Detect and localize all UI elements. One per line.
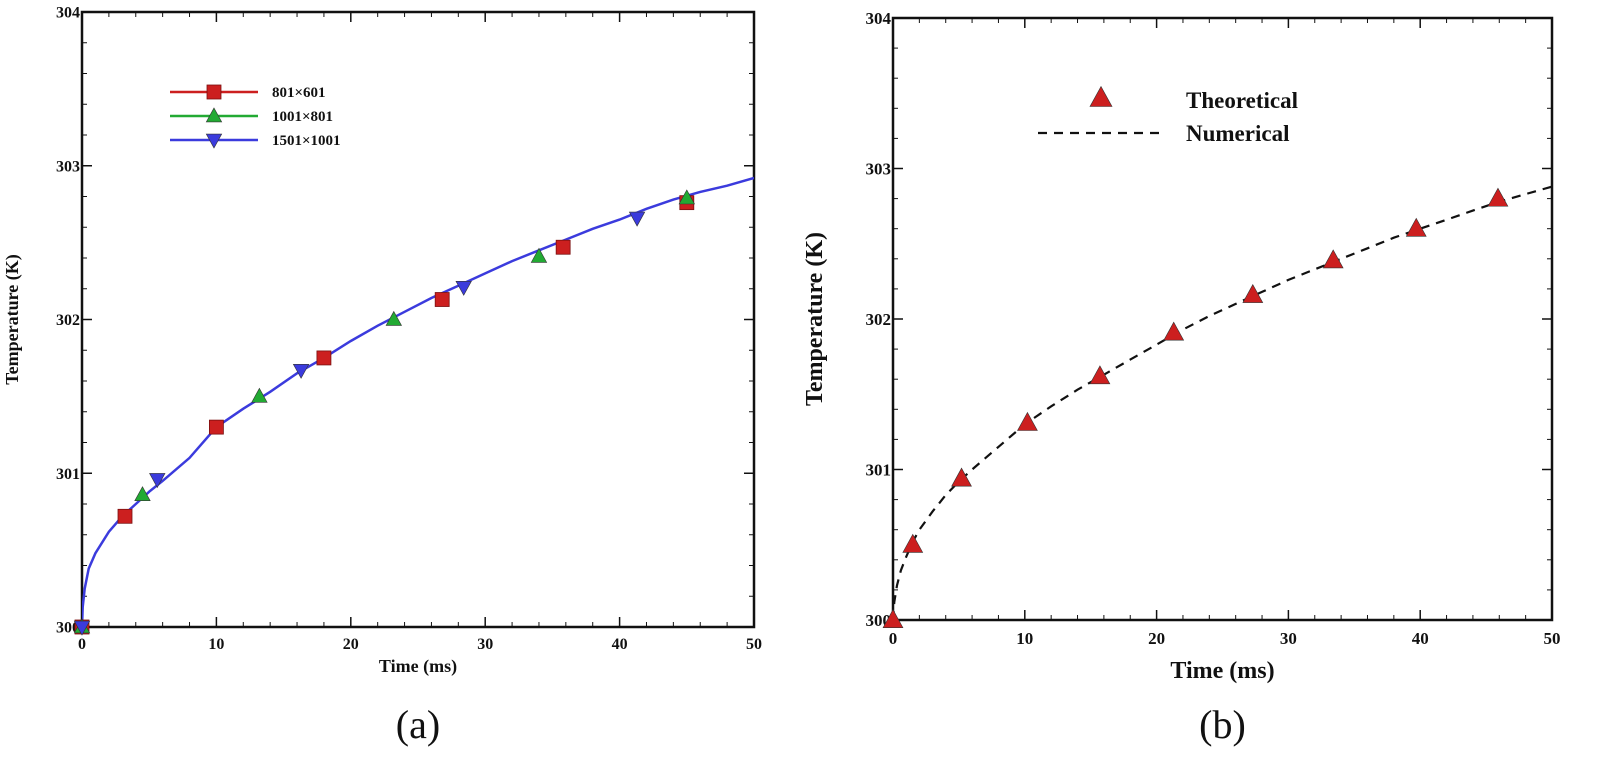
data-point xyxy=(1089,365,1111,385)
data-point xyxy=(117,508,133,524)
y-tick-label: 301 xyxy=(866,460,892,479)
y-tick-label: 301 xyxy=(56,466,80,483)
y-tick-label: 303 xyxy=(56,158,80,175)
x-tick-label: 20 xyxy=(343,636,359,653)
x-tick-label: 0 xyxy=(78,636,86,653)
legend-label: 1501×1001 xyxy=(272,133,341,149)
series-line-numerical xyxy=(893,185,1552,620)
data-point xyxy=(73,620,91,636)
x-tick-label: 20 xyxy=(1148,629,1165,648)
data-point xyxy=(951,467,972,487)
x-tick-label: 10 xyxy=(1016,629,1033,648)
legend-label: Numerical xyxy=(1186,121,1289,146)
legend-label: 801×601 xyxy=(272,85,326,101)
chart-a: 0 10 20 30 40 50 300 301 302 303 304 Time (ms) Tempe… xyxy=(2,5,762,747)
data-point xyxy=(251,387,268,403)
series-line xyxy=(82,176,754,627)
data-point xyxy=(882,609,904,628)
legend-label: Theoretical xyxy=(1186,88,1298,113)
data-point xyxy=(385,310,403,326)
legend-marker xyxy=(206,84,222,100)
y-axis-title: Temperature (K) xyxy=(2,254,23,384)
x-tick-label: 50 xyxy=(746,636,762,653)
data-point xyxy=(1163,321,1185,341)
data-point xyxy=(1242,283,1264,303)
y-tick-label: 303 xyxy=(866,159,892,178)
data-point xyxy=(1017,411,1038,431)
data-point xyxy=(149,473,166,489)
x-tick-label: 10 xyxy=(208,636,224,653)
legend-marker xyxy=(205,107,223,123)
y-tick-label: 304 xyxy=(866,9,892,28)
data-point xyxy=(455,280,472,296)
x-tick-label: 0 xyxy=(889,629,898,648)
x-axis-title: Time (ms) xyxy=(1170,658,1274,684)
data-point xyxy=(555,239,571,255)
y-tick-label: 302 xyxy=(866,310,892,329)
y-axis-title: Temperature (K) xyxy=(802,232,828,406)
y-tick-label: 302 xyxy=(56,312,80,329)
x-axis-title: Time (ms) xyxy=(379,656,457,677)
y-tick-label: 304 xyxy=(56,5,80,22)
x-tick-label: 50 xyxy=(1544,629,1561,648)
data-point xyxy=(530,247,548,263)
data-point xyxy=(434,292,450,307)
plot-frame xyxy=(80,10,756,629)
data-point xyxy=(1405,217,1427,237)
data-point xyxy=(316,350,332,366)
x-tick-label: 30 xyxy=(477,636,493,653)
y-tick-label: 300 xyxy=(56,620,80,637)
x-tick-label: 40 xyxy=(612,636,628,653)
legend-marker xyxy=(1089,85,1113,107)
data-point xyxy=(134,486,151,502)
legend-marker xyxy=(205,133,223,149)
legend: Theoretical Numerical xyxy=(1038,85,1298,146)
data-point xyxy=(902,533,924,553)
figure-caption: (b) xyxy=(1199,702,1246,747)
data-point xyxy=(1487,187,1509,207)
plot-area xyxy=(82,176,754,627)
figure-caption: (a) xyxy=(396,702,440,747)
legend-label: 1001×801 xyxy=(272,109,333,125)
data-point xyxy=(628,211,646,227)
data-point xyxy=(678,189,696,205)
plot-area xyxy=(893,185,1552,620)
data-point xyxy=(1322,249,1344,269)
data-point xyxy=(208,419,224,435)
data-point xyxy=(292,363,310,379)
x-tick-label: 30 xyxy=(1280,629,1297,648)
x-tick-label: 40 xyxy=(1412,629,1429,648)
legend: 801×601 1001×801 1501×1001 xyxy=(170,84,341,149)
